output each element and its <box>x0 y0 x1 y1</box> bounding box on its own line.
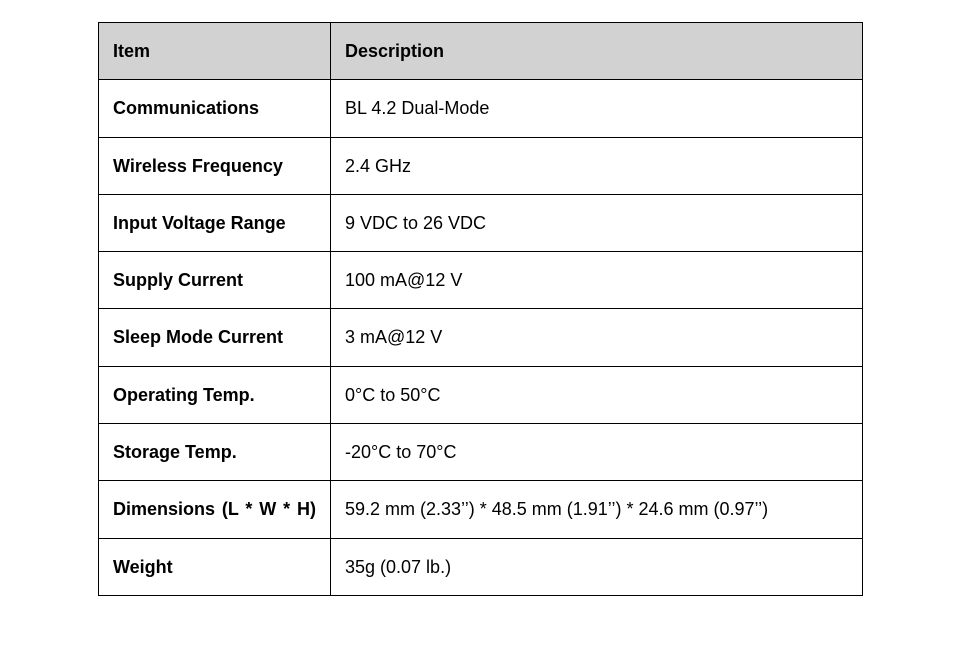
cell-item: Wireless Frequency <box>99 137 331 194</box>
table-row: Communications BL 4.2 Dual-Mode <box>99 80 863 137</box>
cell-item: Input Voltage Range <box>99 194 331 251</box>
table-row: Storage Temp. -20°C to 70°C <box>99 424 863 481</box>
cell-description: 100 mA@12 V <box>331 252 863 309</box>
cell-item: Supply Current <box>99 252 331 309</box>
cell-description: 0°C to 50°C <box>331 366 863 423</box>
cell-description: 2.4 GHz <box>331 137 863 194</box>
table-row: Weight 35g (0.07 lb.) <box>99 538 863 595</box>
cell-item: Communications <box>99 80 331 137</box>
cell-description: 59.2 mm (2.33’’) * 48.5 mm (1.91’’) * 24… <box>331 481 863 538</box>
cell-item: Sleep Mode Current <box>99 309 331 366</box>
table-row: Wireless Frequency 2.4 GHz <box>99 137 863 194</box>
table-row: Supply Current 100 mA@12 V <box>99 252 863 309</box>
cell-description: 35g (0.07 lb.) <box>331 538 863 595</box>
cell-item: Operating Temp. <box>99 366 331 423</box>
cell-description: -20°C to 70°C <box>331 424 863 481</box>
col-header-description: Description <box>331 23 863 80</box>
table-row: Operating Temp. 0°C to 50°C <box>99 366 863 423</box>
cell-description: BL 4.2 Dual-Mode <box>331 80 863 137</box>
cell-description: 3 mA@12 V <box>331 309 863 366</box>
cell-item: Dimensions (L * W * H) <box>99 481 331 538</box>
col-header-item: Item <box>99 23 331 80</box>
table-row: Input Voltage Range 9 VDC to 26 VDC <box>99 194 863 251</box>
cell-description: 9 VDC to 26 VDC <box>331 194 863 251</box>
table-header-row: Item Description <box>99 23 863 80</box>
cell-item: Weight <box>99 538 331 595</box>
table-row: Dimensions (L * W * H) 59.2 mm (2.33’’) … <box>99 481 863 538</box>
cell-item: Storage Temp. <box>99 424 331 481</box>
spec-table-container: Item Description Communications BL 4.2 D… <box>98 22 862 596</box>
table-row: Sleep Mode Current 3 mA@12 V <box>99 309 863 366</box>
spec-table: Item Description Communications BL 4.2 D… <box>98 22 863 596</box>
